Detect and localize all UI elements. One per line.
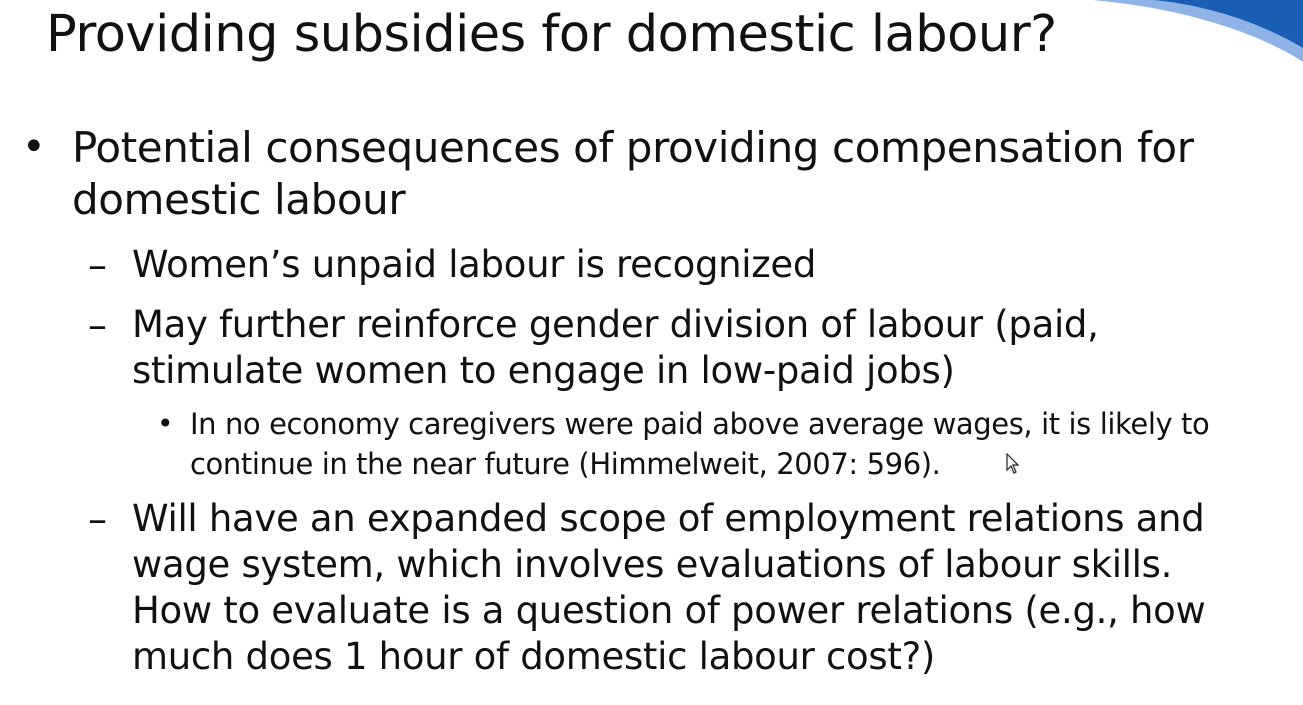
corner-swoosh-decoration (1093, 0, 1303, 62)
sub-bullet-marker: – (88, 497, 107, 541)
sub-bullet-text-reinforce: May further reinforce gender division of… (132, 303, 1099, 392)
main-bullet-marker: • (22, 124, 46, 170)
mouse-pointer-icon (1006, 453, 1020, 474)
nested-bullet-marker: • (157, 407, 174, 440)
slide-title: Providing subsidies for domestic labour? (46, 5, 1057, 64)
sub-bullet-marker: – (88, 303, 107, 347)
nested-bullet-text: In no economy caregivers were paid above… (190, 407, 1210, 481)
sub-bullet-text-recognized: Women’s unpaid labour is recognized (132, 243, 817, 286)
main-bullet-text: Potential consequences of providing comp… (72, 123, 1194, 224)
sub-bullet-text-expanded-scope: Will have an expanded scope of employmen… (132, 497, 1206, 678)
sub-bullet-marker: – (88, 243, 107, 287)
